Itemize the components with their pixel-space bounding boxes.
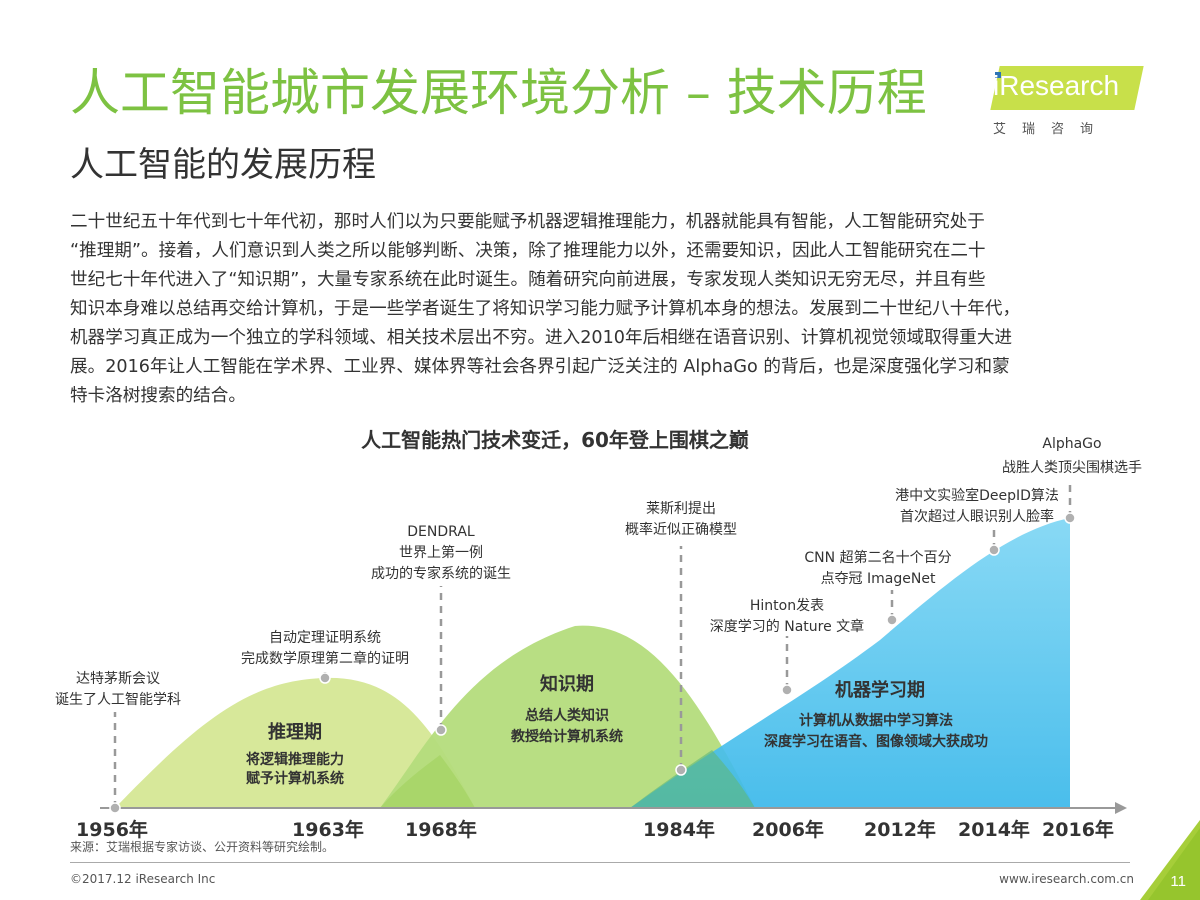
event-label: 自动定理证明系统 <box>269 630 381 646</box>
axis-arrow-icon <box>1115 802 1127 814</box>
event-point-1963 <box>319 672 331 684</box>
year-label: 1956年 <box>76 818 148 841</box>
paragraph-line: 二十世纪五十年代到七十年代初，那时人们以为只要能赋予机器逻辑推理能力，机器就能具… <box>70 212 985 232</box>
reasoning-phase-area <box>115 677 475 808</box>
event-label: 概率近似正确模型 <box>625 521 737 538</box>
iresearch-logo: iResearch 艾瑞咨询 <box>985 60 1145 140</box>
event-label: 诞生了人工智能学科 <box>55 692 181 708</box>
page-number: 11 <box>1170 873 1186 890</box>
knowledge-phase-area <box>380 625 755 808</box>
event-point-1984 <box>675 764 687 776</box>
paragraph-line: “推理期”。接着，人们意识到人类之所以能够判断、决策，除了推理能力以外，还需要知… <box>70 241 986 261</box>
paragraph-line: 机器学习真正成为一个独立的学科领域、相关技术层出不穷。进入2010年后相继在语音… <box>70 328 1013 348</box>
phase-desc: 将逻辑推理能力 <box>246 751 344 768</box>
logo-subtext: 艾瑞咨询 <box>993 122 1110 137</box>
event-point-1956 <box>109 802 121 814</box>
phase-label: 推理期 <box>268 721 322 743</box>
phase-label: 机器学习期 <box>835 679 925 701</box>
event-label: Hinton发表 <box>750 598 824 614</box>
paragraph-line: 知识本身难以总结再交给计算机，于是一些学者诞生了将知识学习能力赋予计算机本身的想… <box>70 299 1021 319</box>
footer-divider <box>70 862 1130 863</box>
year-label: 2014年 <box>958 818 1030 841</box>
event-label: 莱斯利提出 <box>646 501 716 517</box>
event-label: 战胜人类顶尖围棋选手 <box>1002 460 1142 476</box>
event-label: 世界上第一例 <box>399 544 483 561</box>
phase-overlap-1 <box>380 755 475 808</box>
corner-triangle-icon <box>1140 820 1200 900</box>
event-point-2012 <box>886 614 898 626</box>
intro-paragraph: 二十世纪五十年代到七十年代初，那时人们以为只要能赋予机器逻辑推理能力，机器就能具… <box>70 208 1150 411</box>
year-label: 1963年 <box>292 818 364 841</box>
event-label: 点夺冠 ImageNet <box>821 571 936 587</box>
copyright-text: ©2017.12 iResearch Inc <box>70 872 216 886</box>
event-label: 达特茅斯会议 <box>76 671 160 687</box>
year-label: 2006年 <box>752 818 824 841</box>
logo-dot-icon <box>995 72 1001 78</box>
page-subtitle: 人工智能的发展历程 <box>70 145 376 185</box>
phase-overlap-2 <box>630 750 755 808</box>
event-label: 成功的专家系统的诞生 <box>371 565 511 582</box>
event-point-2006 <box>781 684 793 696</box>
page-title: 人工智能城市发展环境分析 – 技术历程 <box>70 64 927 122</box>
phase-label: 知识期 <box>540 673 594 695</box>
event-label: 首次超过人眼识别人脸率 <box>900 508 1054 525</box>
phase-desc: 深度学习在语音、图像领域大获成功 <box>764 733 988 750</box>
phase-desc: 计算机从数据中学习算法 <box>799 712 953 729</box>
event-label: CNN 超第二名十个百分 <box>804 549 951 566</box>
event-point-1968 <box>435 724 447 736</box>
event-point-2014 <box>988 544 1000 556</box>
paragraph-line: 展。2016年让人工智能在学术界、工业界、媒体界等社会各界引起广泛关注的 Alp… <box>70 357 1010 377</box>
year-label: 2016年 <box>1042 818 1114 841</box>
event-label: 完成数学原理第二章的证明 <box>241 650 409 667</box>
phase-desc: 教授给计算机系统 <box>511 728 623 745</box>
diagram-title: 人工智能热门技术变迁，60年登上围棋之巅 <box>361 428 749 452</box>
paragraph-line: 世纪七十年代进入了“知识期”，大量专家系统在此时诞生。随着研究向前进展，专家发现… <box>70 270 986 290</box>
website-link[interactable]: www.iresearch.com.cn <box>999 872 1134 886</box>
logo-text: iResearch <box>993 70 1120 101</box>
phase-desc: 赋予计算机系统 <box>246 770 344 787</box>
paragraph-line: 特卡洛树搜索的结合。 <box>70 386 246 406</box>
machine-learning-phase-area <box>630 518 1070 808</box>
event-label: AlphaGo <box>1042 436 1101 452</box>
event-label: 港中文实验室DeepID算法 <box>895 487 1059 504</box>
year-label: 2012年 <box>864 818 936 841</box>
year-label: 1984年 <box>643 818 715 841</box>
event-label: DENDRAL <box>407 524 475 540</box>
event-label: 深度学习的 Nature 文章 <box>710 618 864 635</box>
source-note: 来源：艾瑞根据专家访谈、公开资料等研究绘制。 <box>70 840 335 854</box>
phase-desc: 总结人类知识 <box>525 707 609 724</box>
event-point-2016 <box>1064 512 1076 524</box>
year-label: 1968年 <box>405 818 477 841</box>
